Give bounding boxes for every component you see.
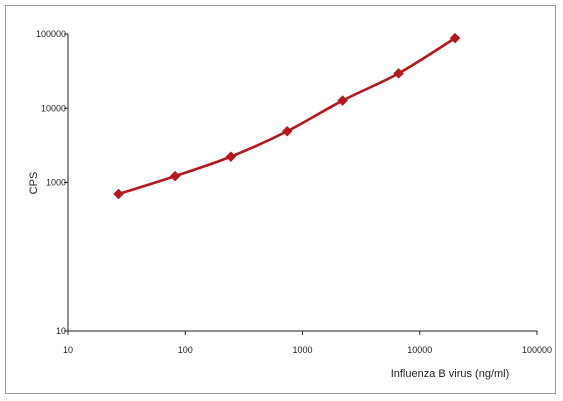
data-point-marker bbox=[113, 188, 124, 200]
series-group bbox=[113, 32, 461, 200]
y-tick-label: 10000 bbox=[41, 103, 66, 113]
data-point-marker bbox=[393, 68, 404, 79]
x-tick-label: 10 bbox=[63, 345, 73, 355]
chart-frame bbox=[5, 5, 556, 394]
x-tick-label: 10000 bbox=[407, 345, 432, 355]
x-axis-label: Influenza B virus (ng/ml) bbox=[391, 368, 510, 380]
x-axis-ticks: 10 100 1000 10000 100000 bbox=[63, 331, 552, 355]
y-tick-label: 100000 bbox=[36, 29, 66, 39]
x-tick-label: 100 bbox=[178, 345, 193, 355]
y-tick-label: 10 bbox=[56, 326, 66, 336]
y-axis-label: CPS bbox=[28, 172, 40, 195]
axes bbox=[67, 34, 537, 332]
data-point-marker bbox=[281, 125, 293, 137]
x-tick-label: 100000 bbox=[522, 345, 552, 355]
data-point-marker bbox=[225, 151, 237, 162]
y-axis-ticks: 10 1000 10000 100000 bbox=[36, 29, 68, 336]
data-point-marker bbox=[337, 95, 349, 106]
series-line bbox=[118, 37, 456, 196]
x-tick-label: 1000 bbox=[292, 345, 312, 355]
data-point-marker bbox=[169, 170, 181, 182]
data-point-marker bbox=[449, 32, 461, 44]
y-tick-label: 1000 bbox=[46, 178, 66, 188]
